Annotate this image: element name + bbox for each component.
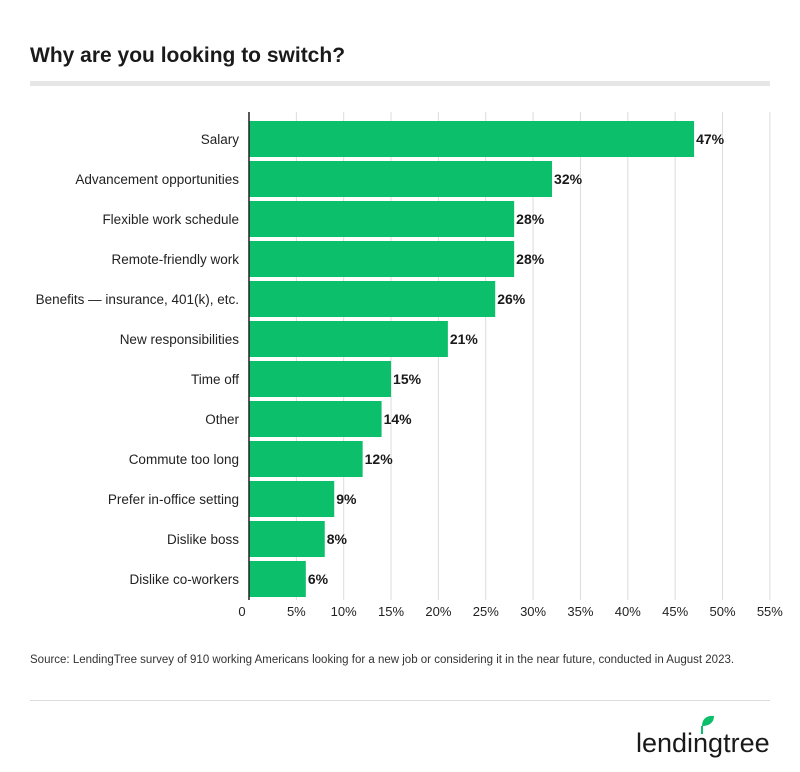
value-labels: 47% 32% 28% 28% 26% 21% 15% 14% 12% 9% 8% 6% [308, 131, 725, 587]
value-label: 9% [336, 491, 357, 507]
value-label: 14% [384, 411, 413, 427]
x-tick-label: 10% [331, 604, 357, 619]
value-label: 32% [554, 171, 583, 187]
bar [249, 361, 392, 397]
x-tick-label: 50% [709, 604, 735, 619]
chart-title: Why are you looking to switch? [30, 44, 346, 67]
x-tick-label: 15% [378, 604, 404, 619]
value-label: 6% [308, 571, 329, 587]
x-tick-label: 25% [473, 604, 499, 619]
category-labels: Salary Advancement opportunities Flexible … [36, 132, 240, 587]
value-label: 8% [327, 531, 348, 547]
bar [249, 121, 695, 157]
x-tick-labels: 0 5% 10% 15% 20% 25% 30% 35% 40% 45% 50% 55% [238, 604, 783, 619]
footer-divider [30, 700, 770, 701]
leaf-icon [701, 715, 714, 734]
bar [249, 401, 382, 437]
x-tick-label: 40% [615, 604, 641, 619]
category-label: Dislike boss [167, 532, 239, 547]
bar [249, 561, 306, 597]
category-label: Other [205, 412, 239, 427]
bar [249, 481, 335, 517]
category-label: Benefits — insurance, 401(k), etc. [36, 292, 239, 307]
category-label: Salary [201, 132, 240, 147]
bar [249, 161, 553, 197]
category-label: Advancement opportunities [75, 172, 239, 187]
category-label: Remote-friendly work [111, 252, 239, 267]
title-divider [30, 81, 770, 86]
x-tick-label: 45% [662, 604, 688, 619]
category-label: Prefer in-office setting [108, 492, 239, 507]
source-note: Source: LendingTree survey of 910 workin… [30, 654, 735, 666]
x-tick-label: 35% [567, 604, 593, 619]
x-tick-label: 0 [238, 604, 245, 619]
x-tick-label: 5% [287, 604, 306, 619]
category-label: Commute too long [129, 452, 239, 467]
value-label: 28% [516, 251, 545, 267]
category-label: New responsibilities [120, 332, 240, 347]
value-label: 28% [516, 211, 545, 227]
x-tick-label: 55% [757, 604, 783, 619]
value-label: 26% [497, 291, 526, 307]
category-label: Flexible work schedule [102, 212, 239, 227]
bar [249, 441, 363, 477]
bar [249, 281, 496, 317]
category-label: Time off [191, 372, 239, 387]
bar [249, 201, 515, 237]
value-label: 15% [393, 371, 422, 387]
category-label: Dislike co-workers [129, 572, 239, 587]
lendingtree-logo: lendingtree [636, 714, 772, 760]
bar [249, 241, 515, 277]
logo-wordmark: lendingtree [636, 728, 770, 758]
bar [249, 321, 448, 357]
value-label: 21% [450, 331, 479, 347]
x-tick-label: 20% [425, 604, 451, 619]
bars [249, 121, 695, 597]
value-label: 47% [696, 131, 725, 147]
bar-chart: Salary Advancement opportunities Flexible … [36, 112, 783, 619]
value-label: 12% [365, 451, 394, 467]
x-tick-label: 30% [520, 604, 546, 619]
bar [249, 521, 325, 557]
